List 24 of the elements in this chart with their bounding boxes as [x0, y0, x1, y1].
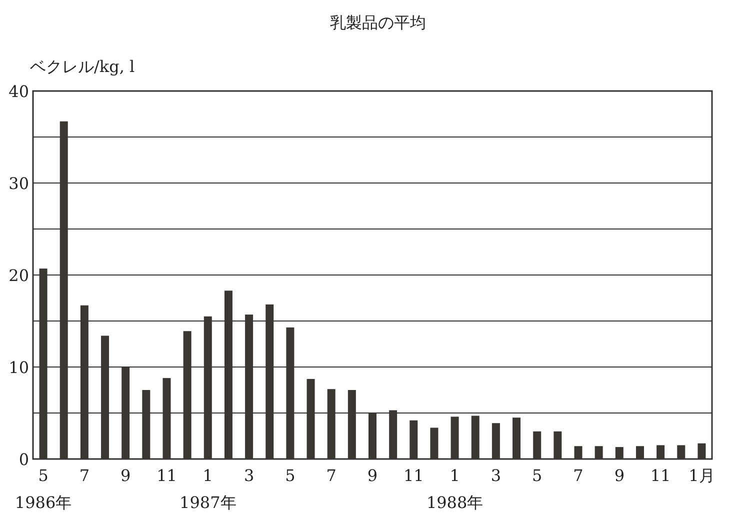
x-tick-label: 7 — [573, 466, 584, 485]
y-tick-label: 0 — [18, 450, 29, 469]
x-tick-label: 3 — [490, 466, 502, 485]
y-axis-title: ベクレル/kg, l — [30, 57, 135, 76]
x-tick-label: 7 — [326, 466, 336, 485]
x-tick-label: 5 — [285, 466, 296, 485]
x-tick-label: 9 — [120, 466, 131, 485]
x-tick-label: 5 — [532, 466, 542, 485]
y-tick-label: 30 — [8, 174, 29, 193]
x-tick-label: 3 — [244, 466, 254, 485]
y-tick-label: 40 — [8, 82, 29, 101]
chart-title: 乳製品の平均 — [330, 13, 426, 32]
y-tick-label: 10 — [8, 358, 29, 377]
x-tick-label: 1月 — [688, 466, 715, 485]
x-tick-label: 1 1988年 — [426, 466, 484, 512]
x-tick-label: 11 — [156, 466, 177, 485]
x-tick-label: 9 — [614, 466, 625, 485]
x-tick-label: 5 1986年 — [14, 466, 72, 512]
x-tick-label: 11 — [403, 466, 424, 485]
x-tick-label: 1 1987年 — [180, 466, 236, 512]
x-tick-label: 9 — [367, 466, 378, 485]
x-tick-label: 7 — [79, 466, 90, 485]
x-tick-label: 11 — [650, 466, 671, 485]
y-tick-label: 20 — [8, 266, 29, 285]
